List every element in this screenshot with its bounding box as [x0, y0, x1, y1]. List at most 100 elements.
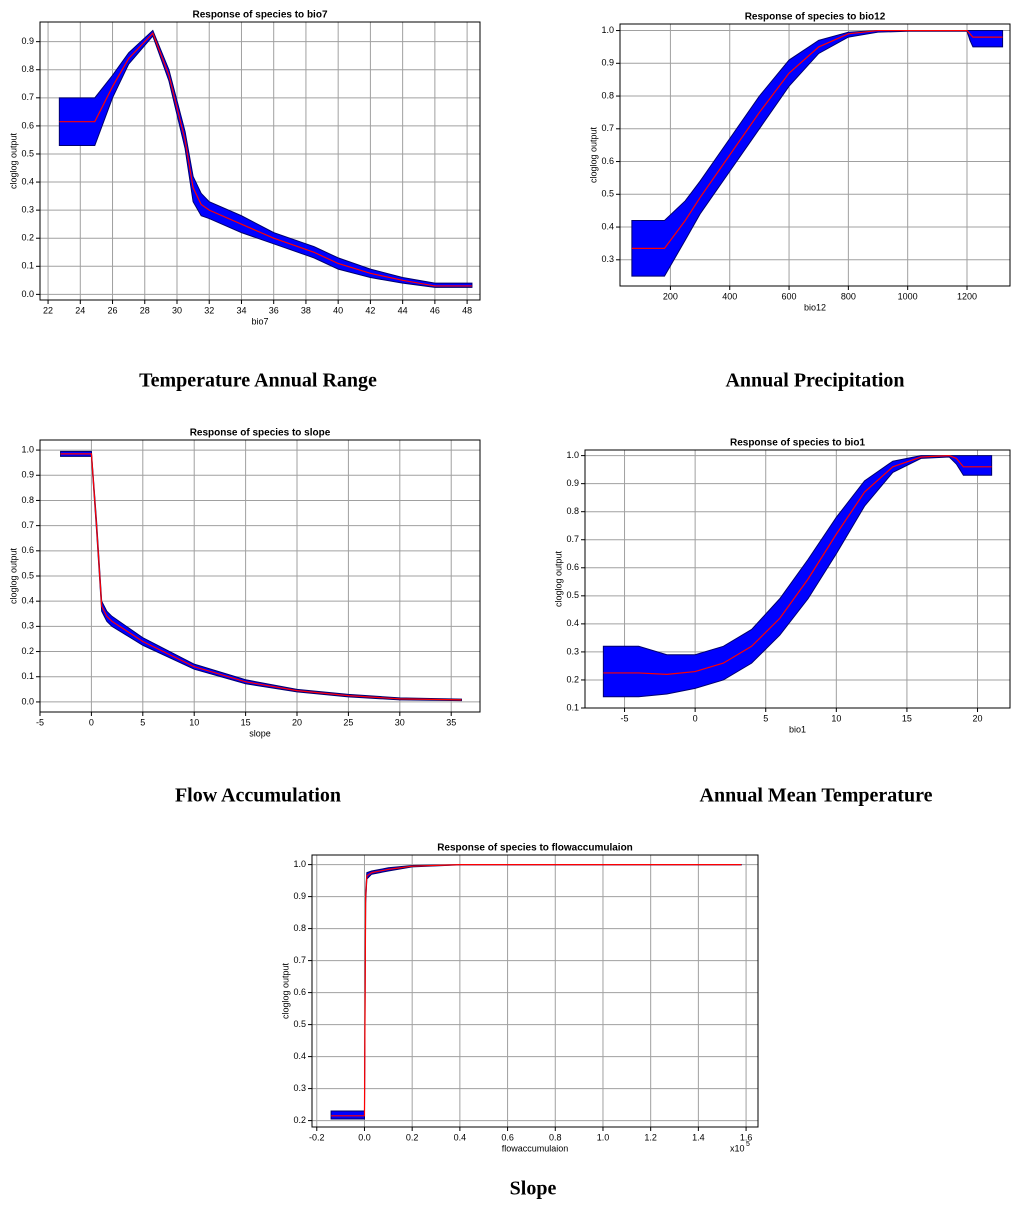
x-tick-label: 30 [395, 717, 405, 727]
x-tick-label: 24 [75, 305, 85, 315]
y-tick-label: 1.0 [601, 25, 614, 35]
y-axis-label: cloglog output [280, 962, 290, 1019]
y-tick-label: 0.6 [21, 120, 34, 130]
plot-area [40, 22, 480, 300]
y-tick-label: 0.2 [566, 674, 579, 684]
plot-area [312, 855, 758, 1127]
plot-frame [39, 439, 481, 713]
x-tick-label: 42 [365, 305, 375, 315]
y-axis-label: cloglog output [588, 126, 598, 183]
x-tick-label: 25 [343, 717, 353, 727]
x-tick-label: 22 [43, 305, 53, 315]
x-tick-label: 1.6 [740, 1132, 753, 1142]
caption: Slope [510, 1178, 557, 1200]
chart-title: Response of species to bio1 [730, 438, 865, 449]
y-tick-label: 0.4 [601, 221, 614, 231]
y-tick-label: 0.3 [566, 646, 579, 656]
x-tick-label: 0.2 [406, 1132, 419, 1142]
y-tick-label: 0.5 [566, 590, 579, 600]
x-tick-label: -0.2 [309, 1132, 325, 1142]
x-tick-label: 0.4 [454, 1132, 467, 1142]
chart: Response of species to bio1 -5 0 5 10 15 20 0.1… [553, 438, 1011, 807]
x-axis-label: bio1 [789, 724, 806, 734]
y-tick-label: 0.3 [293, 1083, 306, 1093]
y-tick-label: 0.3 [21, 621, 34, 631]
x-tick-label: 20 [292, 717, 302, 727]
plot-area [620, 24, 1010, 286]
y-tick-label: 0.7 [293, 955, 306, 965]
x-tick-label: 1200 [957, 291, 977, 301]
y-tick-label: 0.1 [21, 261, 34, 271]
y-axis-label: cloglog output [8, 547, 18, 604]
y-tick-label: 0.2 [21, 646, 34, 656]
y-tick-label: 0.5 [293, 1019, 306, 1029]
x-tick-label: 36 [269, 305, 279, 315]
y-tick-label: 0.4 [566, 618, 579, 628]
x-axis-label: flowaccumulaion [502, 1143, 569, 1153]
plot-frame [584, 449, 1011, 709]
x-tick-label: 10 [831, 713, 841, 723]
y-tick-label: 0.3 [21, 205, 34, 215]
y-tick-label: 0.0 [21, 289, 34, 299]
y-tick-label: 1.0 [566, 450, 579, 460]
x-tick-label: -5 [621, 713, 629, 723]
mean-line [59, 32, 472, 287]
x-tick-label: 34 [236, 305, 246, 315]
plot-frame [619, 23, 1011, 287]
y-tick-label: 0.9 [21, 36, 34, 46]
y-tick-label: 0.7 [566, 534, 579, 544]
y-tick-label: 0.4 [21, 176, 34, 186]
x-tick-label: 0.6 [501, 1132, 514, 1142]
y-tick-label: 0.5 [21, 148, 34, 158]
y-tick-label: 0.8 [21, 64, 34, 74]
mean-line [631, 29, 1003, 249]
y-tick-label: 0.7 [21, 520, 34, 530]
x-tick-label: 32 [204, 305, 214, 315]
chart: Response of species to bio7 22 24 26 28 30 32 3… [8, 10, 481, 392]
y-tick-label: 0.2 [21, 233, 34, 243]
plot-frame [311, 854, 759, 1128]
x-tick-label: 26 [108, 305, 118, 315]
mean-line [60, 453, 462, 701]
y-tick-label: 0.8 [566, 506, 579, 516]
y-axis-label: cloglog output [553, 550, 563, 607]
x-tick-label: 20 [973, 713, 983, 723]
chart: Response of species to flowaccumulaion -0… [280, 843, 759, 1200]
chart-title: Response of species to slope [190, 428, 331, 439]
y-tick-label: 0.7 [601, 123, 614, 133]
y-tick-label: 1.0 [21, 444, 34, 454]
x-tick-label: 10 [189, 717, 199, 727]
x-tick-label: 400 [722, 291, 737, 301]
confidence-band [60, 450, 462, 702]
x-tick-label: 200 [663, 291, 678, 301]
y-tick-label: 0.9 [293, 891, 306, 901]
y-tick-label: 1.0 [293, 859, 306, 869]
x-tick-label: 0 [89, 717, 94, 727]
x-tick-label: 15 [241, 717, 251, 727]
x-tick-label: 40 [333, 305, 343, 315]
chart-title: Response of species to bio7 [192, 10, 327, 21]
x-tick-label: 0 [693, 713, 698, 723]
y-tick-label: 0.6 [293, 987, 306, 997]
y-tick-label: 0.9 [566, 478, 579, 488]
y-tick-label: 0.6 [21, 545, 34, 555]
y-tick-label: 0.0 [21, 696, 34, 706]
y-axis-label: cloglog output [8, 132, 18, 189]
x-tick-label: 0.8 [549, 1132, 562, 1142]
chart: Response of species to bio12 200 400 600 800… [588, 12, 1011, 392]
y-tick-label: 0.1 [21, 671, 34, 681]
x-tick-label: 30 [172, 305, 182, 315]
x-tick-label: 15 [902, 713, 912, 723]
caption: Annual Precipitation [725, 370, 904, 392]
y-tick-label: 0.4 [293, 1051, 306, 1061]
x-tick-label: 1000 [898, 291, 918, 301]
y-tick-label: 0.5 [601, 189, 614, 199]
chart: Response of species to slope -5 0 5 10 15 20 25… [8, 428, 481, 807]
chart-title: Response of species to bio12 [745, 12, 886, 23]
caption: Annual Mean Temperature [700, 785, 933, 807]
x-tick-label: 44 [398, 305, 408, 315]
x-multiplier-exponent: 5 [746, 1141, 750, 1148]
x-multiplier: x10 [730, 1143, 745, 1153]
